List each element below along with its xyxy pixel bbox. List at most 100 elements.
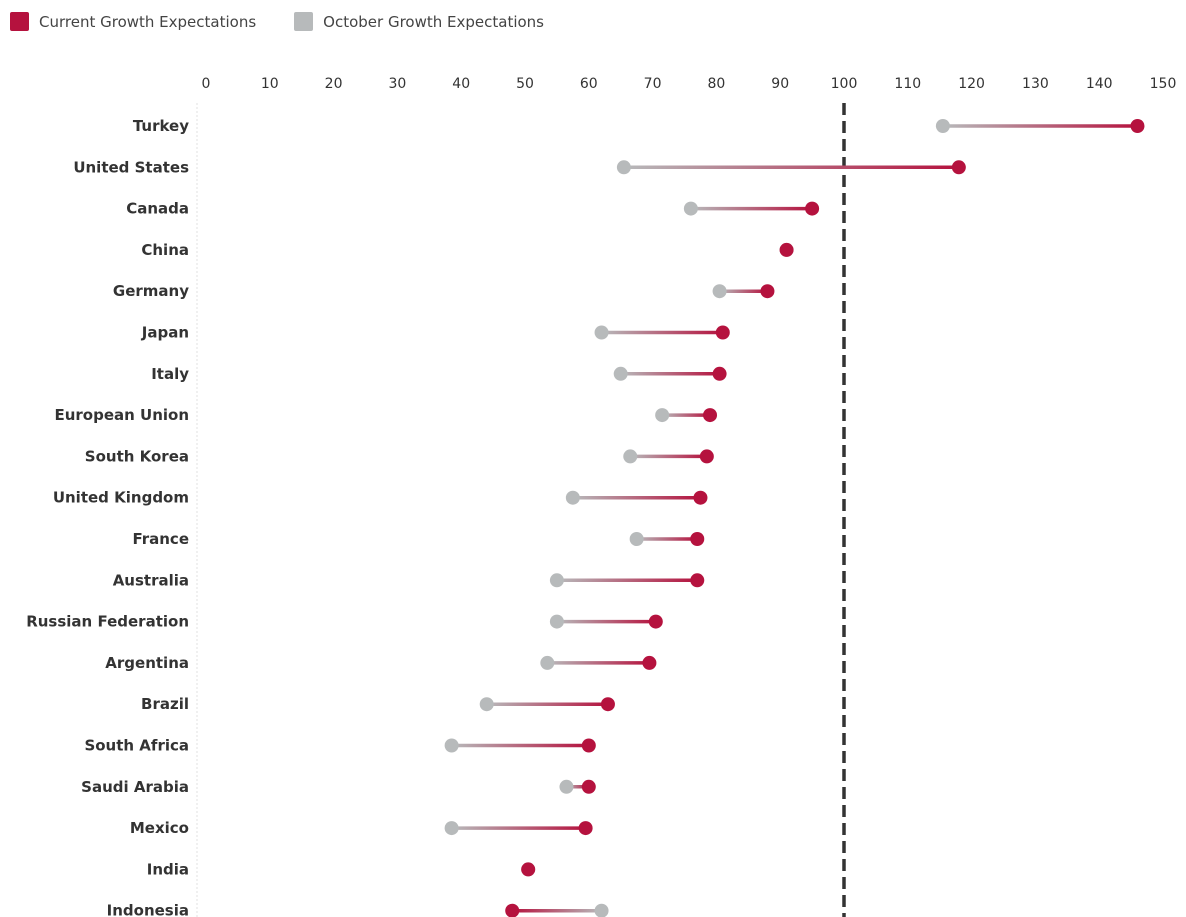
october-point[interactable] <box>613 366 628 381</box>
current-point[interactable] <box>712 366 727 381</box>
october-point[interactable] <box>712 284 727 299</box>
legend-item-october[interactable]: October Growth Expectations <box>294 12 544 31</box>
october-point[interactable] <box>540 655 555 670</box>
category-label: Germany <box>113 282 189 300</box>
x-tick-label: 40 <box>452 76 470 92</box>
x-tick-label: 100 <box>831 76 858 92</box>
current-point[interactable] <box>703 408 718 423</box>
current-point[interactable] <box>521 862 536 877</box>
x-tick-label: 150 <box>1150 76 1177 92</box>
row-china: China <box>141 241 794 259</box>
legend-swatch-october <box>294 12 314 31</box>
x-tick-label: 80 <box>707 76 725 92</box>
current-point[interactable] <box>578 821 593 836</box>
category-label: Brazil <box>141 695 189 713</box>
october-point[interactable] <box>549 614 564 629</box>
october-point[interactable] <box>594 903 609 917</box>
row-united-states: United States <box>73 158 966 176</box>
reference-layer <box>196 103 846 917</box>
row-japan: Japan <box>141 324 730 342</box>
category-label: Australia <box>113 571 189 589</box>
october-point[interactable] <box>683 201 698 216</box>
x-tick-label: 130 <box>1022 76 1049 92</box>
category-label: Mexico <box>130 819 189 837</box>
x-tick-label: 10 <box>261 76 279 92</box>
current-point[interactable] <box>600 697 615 712</box>
row-european-union: European Union <box>54 406 718 424</box>
october-point[interactable] <box>444 738 459 753</box>
category-label: Turkey <box>133 117 189 135</box>
category-label: China <box>141 241 189 259</box>
october-point[interactable] <box>935 119 950 133</box>
current-point[interactable] <box>779 242 794 257</box>
current-point[interactable] <box>760 284 775 299</box>
x-tick-label: 0 <box>202 76 211 92</box>
row-argentina: Argentina <box>105 654 657 672</box>
row-indonesia: Indonesia <box>107 902 609 917</box>
category-label: United Kingdom <box>53 489 189 507</box>
x-axis: 0 10 20 30 40 50 60 70 80 90 100 110 120 130 140 150 <box>202 76 1177 92</box>
current-point[interactable] <box>642 655 657 670</box>
category-label: United States <box>73 158 189 176</box>
category-label: France <box>132 530 189 548</box>
category-label: Japan <box>141 324 189 342</box>
category-label: South Africa <box>84 737 189 755</box>
row-south-korea: South Korea <box>85 447 714 465</box>
current-point[interactable] <box>505 903 520 917</box>
category-label: Italy <box>151 365 189 383</box>
legend: Current Growth Expectations October Grow… <box>10 12 582 31</box>
category-label: India <box>147 860 189 878</box>
october-point[interactable] <box>655 408 670 423</box>
current-point[interactable] <box>648 614 663 629</box>
current-point[interactable] <box>581 779 596 794</box>
october-point[interactable] <box>444 821 459 836</box>
category-label: Russian Federation <box>26 613 189 631</box>
category-label: Indonesia <box>107 902 189 917</box>
current-point[interactable] <box>690 532 705 546</box>
x-tick-label: 140 <box>1086 76 1113 92</box>
legend-swatch-current <box>10 12 29 31</box>
row-south-africa: South Africa <box>84 737 596 755</box>
x-tick-label: 30 <box>388 76 406 92</box>
x-tick-label: 50 <box>516 76 534 92</box>
x-tick-label: 90 <box>771 76 789 92</box>
category-label: Canada <box>126 200 189 218</box>
current-point[interactable] <box>715 325 730 340</box>
current-point[interactable] <box>699 449 714 464</box>
october-point[interactable] <box>559 779 574 794</box>
legend-item-current[interactable]: Current Growth Expectations <box>10 12 256 31</box>
current-point[interactable] <box>951 160 966 175</box>
october-point[interactable] <box>565 490 580 505</box>
category-label: Argentina <box>105 654 189 672</box>
october-point[interactable] <box>594 325 609 340</box>
category-label: Saudi Arabia <box>81 778 189 796</box>
row-united-kingdom: United Kingdom <box>53 489 708 507</box>
october-point[interactable] <box>549 573 564 588</box>
current-point[interactable] <box>805 201 820 216</box>
x-tick-label: 110 <box>894 76 921 92</box>
october-point[interactable] <box>616 160 631 175</box>
x-tick-label: 20 <box>325 76 343 92</box>
october-point[interactable] <box>629 532 644 546</box>
x-tick-label: 60 <box>580 76 598 92</box>
x-tick-label: 120 <box>958 76 985 92</box>
row-italy: Italy <box>151 365 727 383</box>
row-brazil: Brazil <box>141 695 615 713</box>
row-france: France <box>132 530 705 548</box>
row-india: India <box>147 860 536 878</box>
current-point[interactable] <box>1130 119 1145 133</box>
october-point[interactable] <box>623 449 638 464</box>
current-point[interactable] <box>690 573 705 588</box>
current-point[interactable] <box>693 490 708 505</box>
current-point[interactable] <box>581 738 596 753</box>
row-canada: Canada <box>126 200 820 218</box>
row-mexico: Mexico <box>130 819 593 837</box>
legend-label-current: Current Growth Expectations <box>39 12 257 31</box>
row-saudi-arabia: Saudi Arabia <box>81 778 596 796</box>
row-russian-federation: Russian Federation <box>26 613 663 631</box>
october-point[interactable] <box>479 697 494 712</box>
rows-layer: Turkey United States Canada China Germany Jap… <box>26 117 1145 917</box>
row-germany: Germany <box>113 282 775 300</box>
row-turkey: Turkey <box>133 117 1145 135</box>
